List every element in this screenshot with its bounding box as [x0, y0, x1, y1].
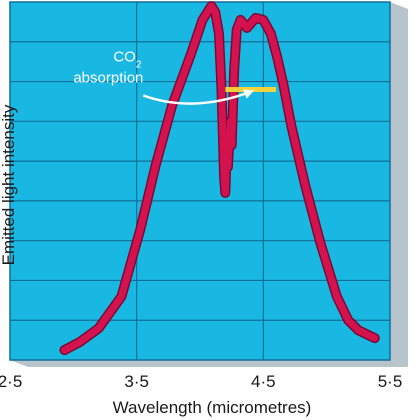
x-tick-label: 3·5: [124, 372, 149, 391]
annotation-label-absorption: absorption: [73, 70, 143, 87]
curve-line: [61, 2, 379, 354]
x-tick-label: 5·5: [378, 372, 403, 391]
annotation-arrow: [142, 89, 255, 105]
plot-panel: [9, 1, 391, 361]
x-axis-title: Wavelength (micrometres): [113, 398, 312, 417]
plot-panel-shadow-right: [390, 2, 408, 367]
y-axis-title: Emitted light intensity: [0, 104, 18, 265]
x-tick-labels: 2·5 3·5 4·5 5·5: [0, 372, 402, 391]
emission-curve: [59, 1, 380, 356]
annotation-subscript: 2: [136, 59, 142, 70]
plot-panel-shadow: [10, 360, 408, 367]
annotation-co: CO: [113, 49, 136, 66]
x-tick-label: 4·5: [251, 372, 276, 391]
co2-absorption-annotation: CO2 absorption: [73, 49, 276, 105]
annotation-label-co2: CO2: [113, 49, 142, 70]
x-tick-label: 2·5: [0, 372, 22, 391]
grid-lines: [10, 2, 390, 360]
